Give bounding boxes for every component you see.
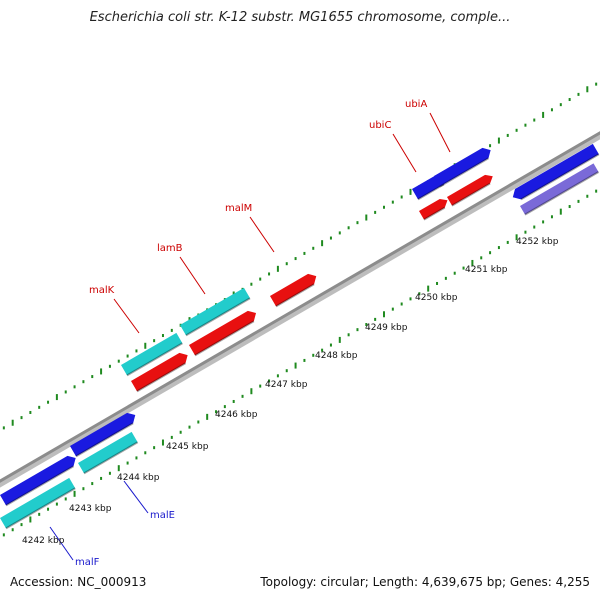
map-title: Escherichia coli str. K-12 substr. MG165… [89, 10, 511, 25]
gene-reverse-block [180, 287, 251, 337]
kbp-tick-label: 4252 kbp [516, 237, 559, 247]
gene-reverse-block-body [78, 431, 138, 474]
gene-label-malF: malF [75, 557, 100, 568]
cds-forward-block-edge [451, 182, 491, 207]
cds-forward-block [131, 352, 188, 393]
gene-reverse-block-body [0, 477, 76, 529]
chromosome-backbone [0, 131, 600, 488]
gene-label-ubiA: ubiA [405, 99, 427, 110]
backbone-shadow [0, 132, 600, 488]
cds-forward-block-edge [194, 320, 255, 357]
gene-label-leader [249, 216, 275, 253]
gene-reverse-block-body [180, 287, 251, 336]
gene-reverse-block [0, 477, 76, 530]
kbp-tick-label: 4246 kbp [215, 410, 258, 420]
gene-label-leader [179, 256, 206, 295]
kbp-tick-label: 4249 kbp [365, 323, 408, 333]
cds-forward-block-edge [275, 283, 315, 308]
cds-forward-block [447, 174, 493, 207]
gene-forward-block-edge [75, 422, 134, 458]
gene-forward-block-body [434, 147, 491, 187]
cds-forward-block-edge [423, 206, 446, 221]
gene-label-malK: malK [89, 285, 115, 296]
cds-forward-block-body [447, 174, 493, 206]
gene-forward-block-body [70, 412, 136, 457]
feature-track [0, 143, 600, 530]
gene-forward-block-edge [439, 157, 489, 188]
backbone-line [0, 131, 600, 483]
kbp-tick-label: 4243 kbp [69, 504, 112, 514]
cds-forward-block-body [419, 198, 448, 220]
cds-forward-block [189, 310, 257, 357]
cds-forward-block [270, 273, 317, 308]
gene-reverse-block-body [121, 332, 183, 376]
cds-forward-block-body [270, 273, 317, 307]
gene-reverse-block-edge [126, 342, 183, 377]
gene-label-leader [429, 112, 451, 153]
gene-forward-block-body [0, 455, 76, 506]
outer-tick-track [2, 82, 598, 430]
gene-forward-block-body [512, 143, 599, 200]
gene-forward-block-body [412, 173, 444, 200]
inner-tick-track [2, 189, 598, 537]
cds-reverse-block-body [520, 163, 599, 215]
kbp-tick-label: 4250 kbp [415, 293, 458, 303]
gene-label-leader [113, 298, 140, 334]
gene-forward-block-edge [5, 465, 74, 507]
kbp-tick-label: 4244 kbp [117, 473, 160, 483]
accession-text: Accession: NC_000913 [10, 575, 147, 589]
cds-forward-block [419, 198, 448, 221]
cds-forward-block-body [131, 352, 188, 392]
gene-label-malE: malE [150, 510, 175, 521]
kbp-tick-label: 4245 kbp [166, 442, 209, 452]
gene-label-layer: ubiA ubiC malM lamB malK malE malF [49, 99, 451, 568]
gene-label-lamB: lamB [157, 243, 183, 254]
cds-reverse-block-edge [524, 171, 600, 216]
gene-reverse-block [121, 332, 183, 377]
gene-forward-block [70, 412, 136, 458]
kbp-tick-label: 4251 kbp [465, 265, 508, 275]
gene-forward-block [434, 147, 491, 188]
kbp-tick-label: 4247 kbp [265, 380, 308, 390]
cds-forward-block-edge [136, 362, 186, 393]
gene-label-leader [49, 526, 74, 561]
gene-forward-block [412, 173, 445, 201]
cds-forward-block-body [189, 310, 257, 356]
gene-forward-block [0, 455, 76, 507]
cds-reverse-block [520, 163, 600, 216]
gene-reverse-block-edge [5, 487, 76, 530]
gene-reverse-block-edge [185, 297, 251, 337]
gene-reverse-block [78, 431, 139, 475]
gene-label-leader [123, 480, 149, 514]
gene-label-leader [392, 133, 417, 173]
gene-forward-block [512, 143, 600, 201]
kbp-scale-labels: 4242 kbp 4243 kbp 4244 kbp 4245 kbp 4246 kbp… [22, 237, 559, 546]
kbp-tick-label: 4242 kbp [22, 536, 65, 546]
gene-label-malM: malM [225, 203, 252, 214]
genome-summary-text: Topology: circular; Length: 4,639,675 bp… [260, 575, 590, 589]
gene-reverse-block-edge [83, 441, 139, 475]
gene-forward-block-edge [520, 153, 600, 201]
kbp-tick-label: 4248 kbp [315, 351, 358, 361]
gene-label-ubiC: ubiC [369, 120, 391, 131]
gene-forward-block-edge [417, 183, 445, 201]
